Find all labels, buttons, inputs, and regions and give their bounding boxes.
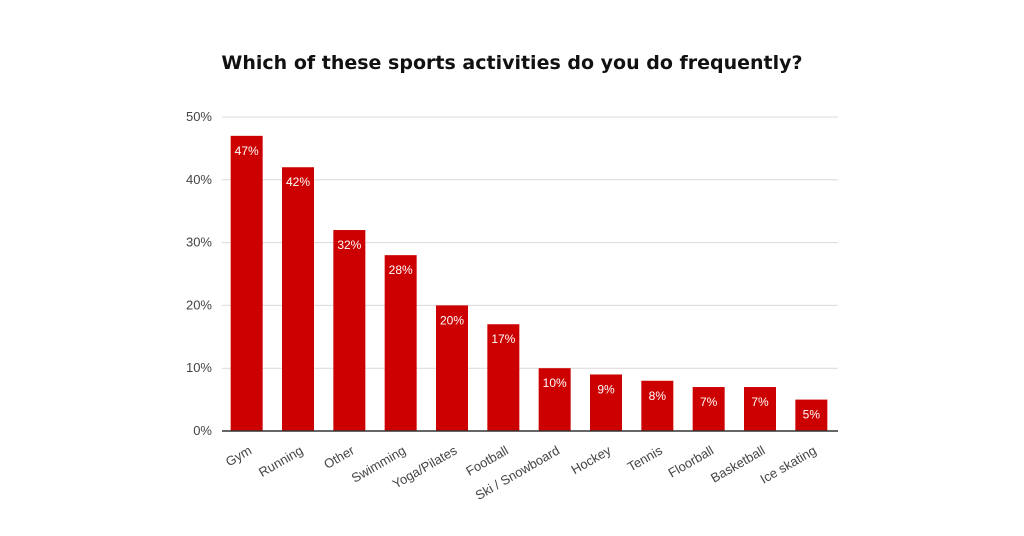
data-label: 47% [235, 144, 259, 158]
data-label: 20% [440, 313, 464, 327]
x-tick-label: Gym [223, 443, 254, 470]
data-label: 42% [286, 175, 310, 189]
x-tick-label: Tennis [625, 442, 665, 474]
bar [641, 380, 674, 431]
x-tick-label: Other [321, 442, 357, 472]
data-label: 28% [389, 263, 413, 277]
bar [590, 374, 622, 431]
data-label: 10% [543, 376, 567, 390]
x-tick-label: Ice skating [758, 443, 819, 487]
data-label: 9% [597, 382, 615, 396]
bar [487, 324, 520, 431]
bar [744, 387, 776, 431]
bar [333, 230, 366, 431]
bar [230, 135, 263, 431]
bar [384, 255, 417, 431]
x-tick-label: Hockey [568, 442, 613, 477]
data-label: 7% [700, 395, 718, 409]
bar [436, 305, 468, 431]
y-tick-label: 0% [193, 423, 212, 438]
x-tick-label: Running [256, 443, 305, 480]
bar [692, 387, 725, 431]
x-tick-label: Basketball [708, 443, 768, 486]
y-tick-label: 30% [186, 235, 212, 250]
bar [538, 368, 571, 431]
data-label: 32% [337, 238, 361, 252]
y-tick-label: 10% [186, 360, 212, 375]
y-tick-label: 20% [186, 297, 212, 312]
y-tick-label: 50% [186, 109, 212, 124]
chart-title: Which of these sports activities do you … [221, 52, 803, 74]
bar [795, 399, 828, 431]
bar [282, 167, 314, 432]
y-tick-label: 40% [186, 172, 212, 187]
data-label: 5% [803, 408, 821, 422]
data-label: 7% [751, 395, 769, 409]
data-label: 8% [649, 389, 667, 403]
data-label: 17% [491, 332, 515, 346]
